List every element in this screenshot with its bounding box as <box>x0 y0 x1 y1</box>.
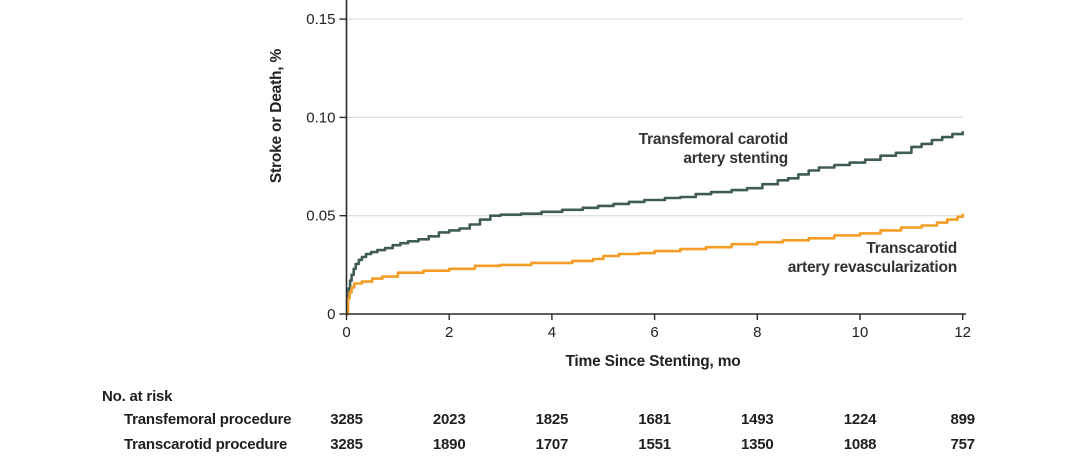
y-tick-label: 0 <box>327 306 335 323</box>
risk-count: 1890 <box>432 436 466 453</box>
risk-count: 899 <box>950 411 975 428</box>
x-tick-label: 10 <box>852 324 869 341</box>
x-tick-label: 2 <box>445 324 453 341</box>
x-tick-label: 6 <box>650 324 658 341</box>
x-tick-label: 4 <box>548 324 556 341</box>
risk-row-label-transcarotid: Transcarotid procedure <box>124 436 288 453</box>
series-label-transfemoral-line2: artery stenting <box>683 150 788 167</box>
risk-count: 1825 <box>535 411 569 428</box>
risk-count: 1681 <box>638 411 671 428</box>
x-tick-label: 8 <box>753 324 761 341</box>
risk-count: 2023 <box>432 411 466 428</box>
risk-row-label-transfemoral: Transfemoral procedure <box>124 411 292 428</box>
series-curve-1 <box>346 213 964 316</box>
series-label-transcarotid: Transcarotid artery revascularization <box>757 239 957 277</box>
series-label-transcarotid-line1: Transcarotid <box>866 240 957 257</box>
y-tick-label: 0.15 <box>306 11 335 28</box>
risk-count: 1350 <box>741 436 774 453</box>
series-label-transfemoral-line1: Transfemoral carotid <box>638 131 789 148</box>
y-tick-label: 0.10 <box>306 109 335 126</box>
x-axis-title: Time Since Stenting, mo <box>565 353 741 370</box>
risk-count: 757 <box>950 436 975 453</box>
y-axis-title: Stroke or Death, % <box>268 48 285 184</box>
x-tick-label: 0 <box>342 324 350 341</box>
risk-count: 3285 <box>330 411 363 428</box>
series-label-transfemoral: Transfemoral carotid artery stenting <box>588 130 789 168</box>
series-curve-0 <box>346 131 964 316</box>
risk-count: 1707 <box>535 436 569 453</box>
risk-count: 1551 <box>638 436 671 453</box>
risk-count: 1088 <box>843 436 877 453</box>
x-tick-label: 12 <box>954 324 971 341</box>
risk-count: 1493 <box>741 411 774 428</box>
risk-count: 1224 <box>843 411 877 428</box>
risk-count: 3285 <box>330 436 363 453</box>
y-tick-label: 0.05 <box>306 208 335 225</box>
series-label-transcarotid-line2: artery revascularization <box>787 259 957 276</box>
risk-table-title: No. at risk <box>102 388 173 405</box>
